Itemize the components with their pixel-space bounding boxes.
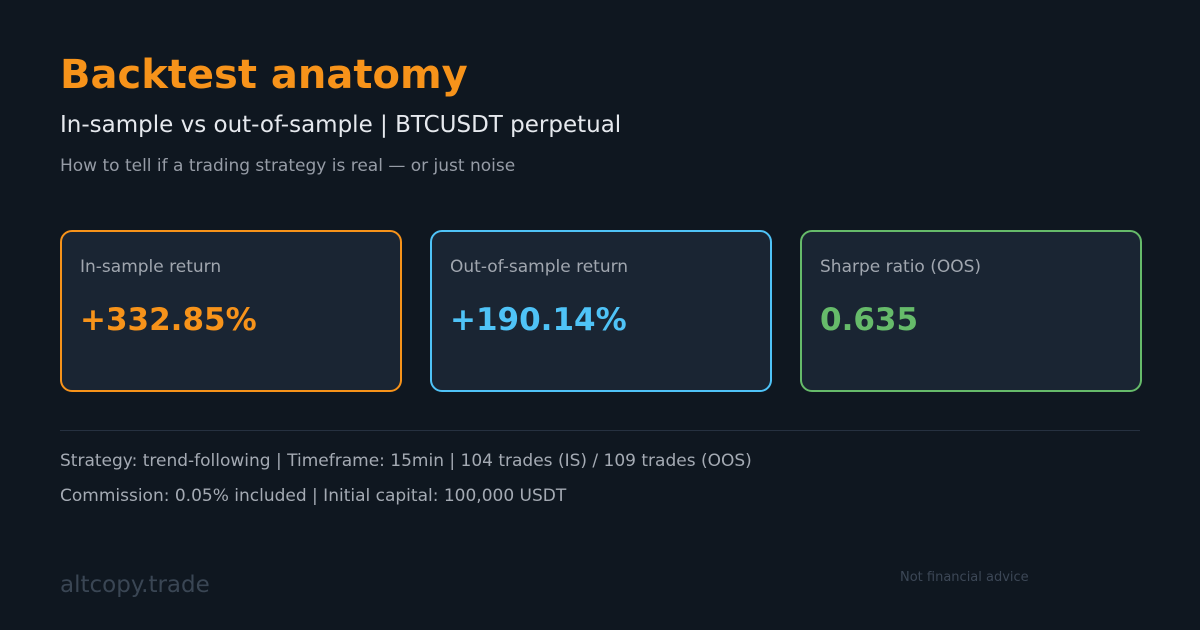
page-tagline: How to tell if a trading strategy is rea…: [60, 156, 516, 176]
out-of-sample-return-value: +190.14%: [450, 302, 627, 338]
capital-details-line: Commission: 0.05% included | Initial cap…: [60, 486, 567, 506]
sharpe-ratio-card: Sharpe ratio (OOS) 0.635: [800, 230, 1142, 392]
page-title: Backtest anatomy: [60, 52, 468, 98]
sharpe-ratio-label: Sharpe ratio (OOS): [820, 257, 982, 277]
section-divider: [60, 430, 1140, 431]
out-of-sample-return-card: Out-of-sample return +190.14%: [430, 230, 772, 392]
strategy-details-line: Strategy: trend-following | Timeframe: 1…: [60, 451, 752, 471]
out-of-sample-return-label: Out-of-sample return: [450, 257, 629, 277]
in-sample-return-card: In-sample return +332.85%: [60, 230, 402, 392]
page-subtitle: In-sample vs out-of-sample | BTCUSDT per…: [60, 112, 622, 138]
in-sample-return-value: +332.85%: [80, 302, 257, 338]
sharpe-ratio-value: 0.635: [820, 302, 919, 338]
disclaimer-text: Not financial advice: [900, 570, 1029, 585]
brand-wordmark: altcopy.trade: [60, 572, 210, 598]
in-sample-return-label: In-sample return: [80, 257, 222, 277]
